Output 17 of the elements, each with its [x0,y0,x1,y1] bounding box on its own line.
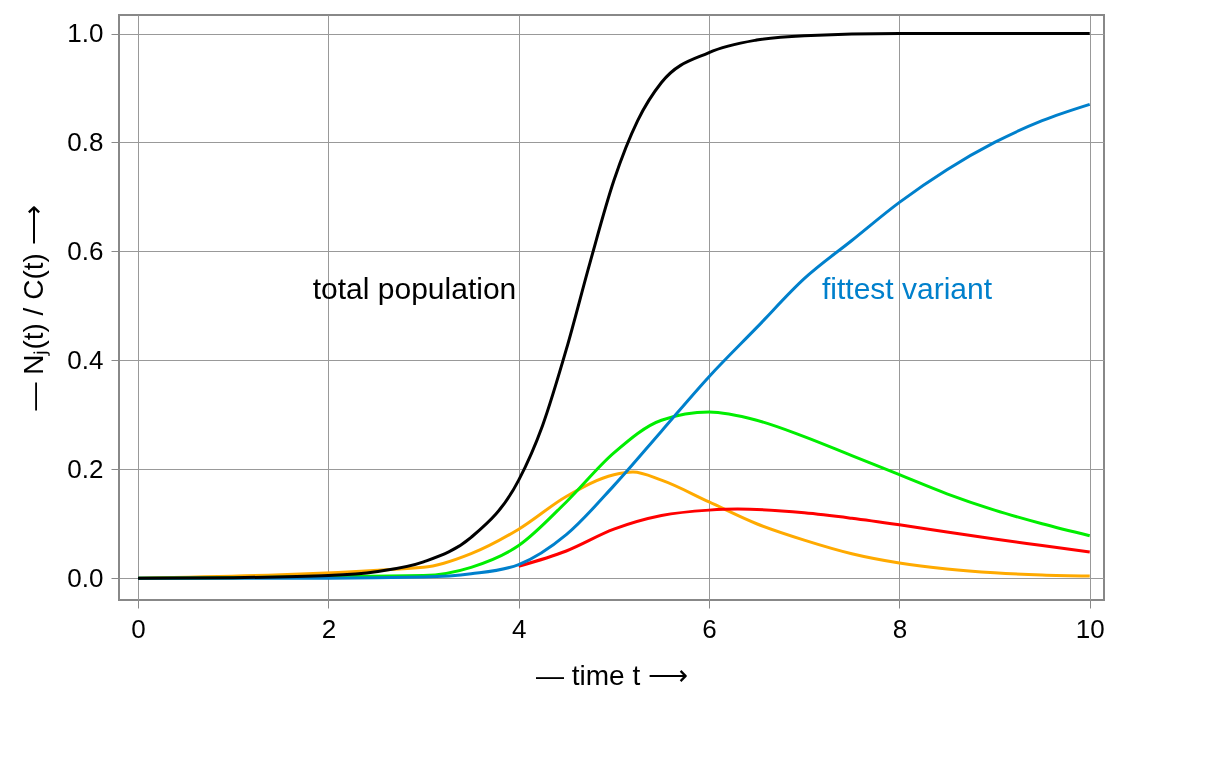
y-tick-label: 0.2 [67,453,104,484]
annotation: total population [312,271,517,305]
annotation: fittest variant [821,271,993,305]
x-axis-title: — time t ⟶ [535,659,689,691]
y-axis-title: — Nⱼ(t) / C(t) ⟶ [18,205,51,411]
x-tick-label: 2 [321,613,337,644]
x-tick-label: 4 [511,613,527,644]
y-tick-label: 0.6 [67,235,104,266]
x-tick-label: 0 [131,613,146,644]
y-tick-label: 0.4 [67,344,104,375]
y-tick-label: 0.8 [67,126,104,157]
x-tick-label: 6 [702,613,717,644]
y-tick-label: 1.0 [67,18,104,49]
line-series [517,507,1092,568]
y-tick-label: 0.0 [67,562,104,593]
x-tick-label: 8 [892,613,908,644]
x-tick-label: 10 [1075,613,1105,644]
